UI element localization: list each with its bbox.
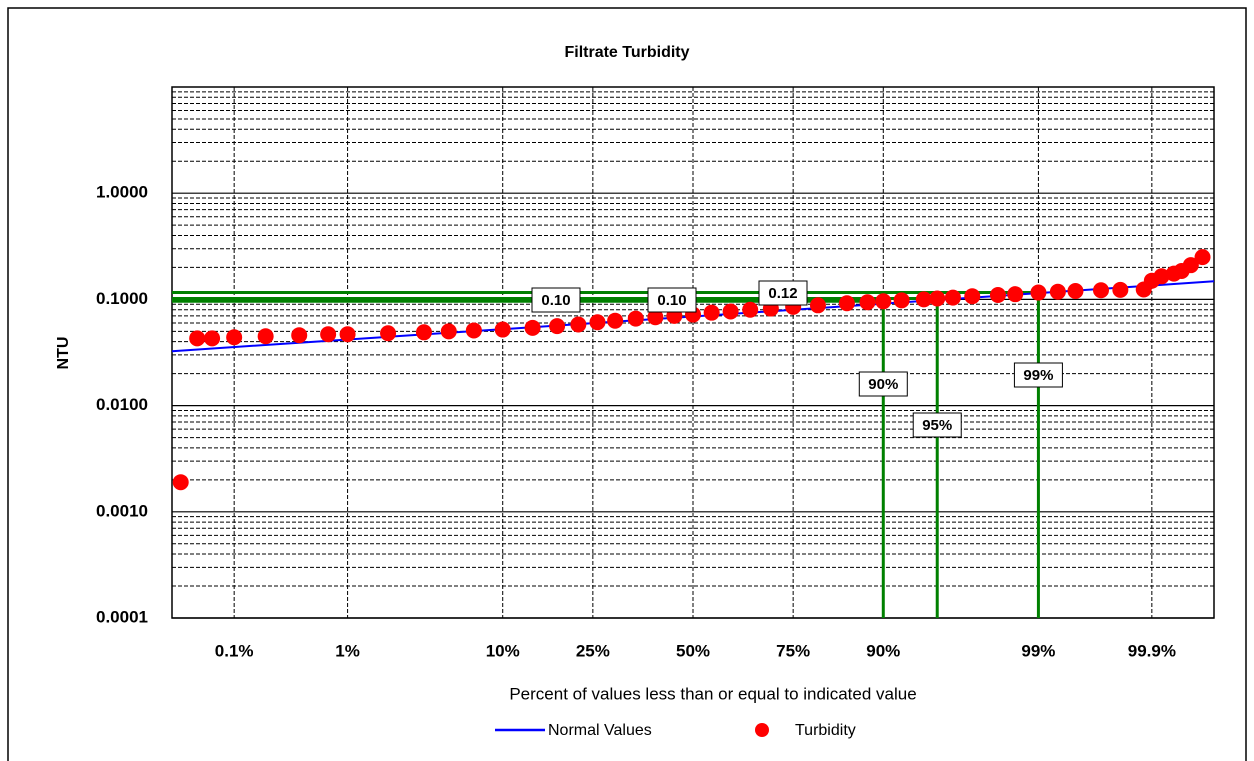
reference-percentile-label: 90% bbox=[868, 376, 898, 393]
data-point bbox=[875, 293, 892, 310]
data-point bbox=[1007, 286, 1024, 303]
x-tick-label: 99% bbox=[1021, 641, 1055, 660]
x-tick-label: 50% bbox=[676, 641, 710, 660]
data-point bbox=[1112, 281, 1129, 298]
data-point bbox=[494, 321, 511, 338]
data-point bbox=[380, 325, 397, 342]
x-axis-label: Percent of values less than or equal to … bbox=[509, 684, 916, 703]
x-tick-label: 99.9% bbox=[1128, 641, 1176, 660]
data-point bbox=[722, 303, 739, 320]
data-point bbox=[944, 289, 961, 306]
data-point bbox=[893, 292, 910, 309]
reference-value-label-box bbox=[758, 280, 808, 306]
data-point bbox=[1067, 282, 1084, 299]
reference-percentile-label-box bbox=[858, 371, 908, 397]
data-point bbox=[524, 319, 541, 336]
data-point bbox=[189, 330, 206, 347]
y-axis-label: NTU bbox=[55, 337, 72, 370]
data-point bbox=[1153, 268, 1170, 285]
data-point bbox=[1049, 283, 1066, 300]
data-point bbox=[440, 323, 457, 340]
data-point bbox=[809, 297, 826, 314]
data-point bbox=[607, 312, 624, 329]
data-point bbox=[929, 290, 946, 307]
data-point bbox=[1030, 284, 1047, 301]
chart-title: Filtrate Turbidity bbox=[564, 44, 689, 61]
x-tick-label: 75% bbox=[776, 641, 810, 660]
reference-value-label: 0.12 bbox=[768, 285, 797, 302]
reference-value-label-box bbox=[531, 287, 581, 313]
data-point bbox=[627, 310, 644, 327]
x-tick-label: 25% bbox=[576, 641, 610, 660]
reference-value-label: 0.10 bbox=[541, 292, 570, 309]
data-point bbox=[339, 326, 356, 343]
reference-value-label: 0.10 bbox=[657, 292, 686, 309]
x-tick-label: 1% bbox=[335, 641, 360, 660]
data-point bbox=[1194, 249, 1211, 266]
reference-value-label-box bbox=[647, 287, 697, 313]
y-tick-label: 0.1000 bbox=[96, 289, 148, 308]
legend-label: Turbidity bbox=[795, 722, 856, 739]
y-tick-label: 0.0100 bbox=[96, 395, 148, 414]
legend-marker bbox=[755, 723, 769, 737]
data-point bbox=[915, 291, 932, 308]
data-point bbox=[703, 304, 720, 321]
x-tick-label: 0.1% bbox=[215, 641, 254, 660]
y-tick-label: 0.0001 bbox=[96, 607, 148, 626]
data-point bbox=[838, 295, 855, 312]
data-point bbox=[415, 324, 432, 341]
data-point bbox=[549, 318, 566, 335]
data-point bbox=[742, 301, 759, 318]
data-point bbox=[570, 316, 587, 333]
data-point bbox=[589, 314, 606, 331]
data-point bbox=[172, 474, 189, 491]
plot-area bbox=[171, 86, 1215, 619]
data-point bbox=[204, 330, 221, 347]
data-point bbox=[647, 309, 664, 326]
reference-percentile-label-box bbox=[1013, 362, 1063, 388]
data-point bbox=[226, 329, 243, 346]
legend-label: Normal Values bbox=[548, 722, 652, 739]
data-point bbox=[465, 322, 482, 339]
reference-percentile-label-box bbox=[912, 412, 962, 438]
y-tick-label: 0.0010 bbox=[96, 501, 148, 520]
data-point bbox=[1182, 257, 1199, 274]
data-point bbox=[320, 326, 337, 343]
data-point bbox=[1092, 282, 1109, 299]
data-point bbox=[964, 288, 981, 305]
data-point bbox=[989, 287, 1006, 304]
data-point bbox=[257, 328, 274, 345]
data-point bbox=[291, 327, 308, 344]
reference-percentile-label: 99% bbox=[1023, 367, 1053, 384]
x-tick-label: 90% bbox=[866, 641, 900, 660]
data-point bbox=[859, 294, 876, 311]
reference-percentile-label: 95% bbox=[922, 417, 952, 434]
y-tick-label: 1.0000 bbox=[96, 183, 148, 202]
x-tick-label: 10% bbox=[486, 641, 520, 660]
